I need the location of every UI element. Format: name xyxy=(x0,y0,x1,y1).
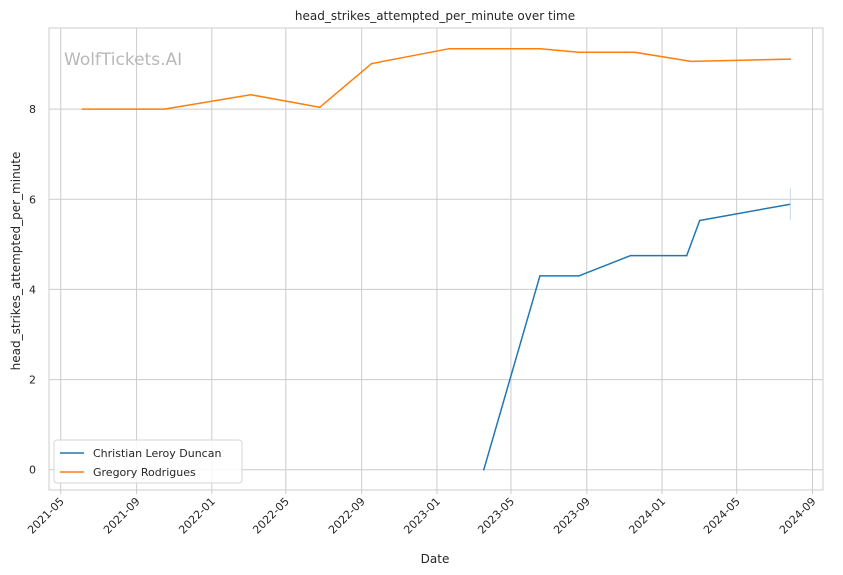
watermark: WolfTickets.AI xyxy=(64,50,182,70)
x-tick-label: 2023-09 xyxy=(551,495,593,537)
data-point xyxy=(685,254,688,257)
data-point xyxy=(539,47,541,50)
x-tick-label: 2022-09 xyxy=(326,495,368,537)
x-tick-label: 2021-05 xyxy=(25,495,67,537)
data-point xyxy=(789,58,792,60)
legend-label: Christian Leroy Duncan xyxy=(93,447,221,460)
x-tick-label: 2022-01 xyxy=(176,495,218,537)
data-point xyxy=(690,60,692,63)
x-tick-label: 2024-05 xyxy=(701,495,743,537)
series-line-1 xyxy=(82,47,791,110)
x-tick-label: 2024-01 xyxy=(626,495,668,537)
data-point xyxy=(163,108,166,110)
plot-frame xyxy=(48,27,824,491)
series-line-0 xyxy=(483,203,791,470)
data-point xyxy=(629,254,632,257)
x-tick-label: 2021-09 xyxy=(101,495,143,537)
x-tick-label: 2022-05 xyxy=(250,495,292,537)
y-tick-label: 2 xyxy=(29,374,36,387)
data-point xyxy=(577,275,580,277)
series-lines xyxy=(81,47,792,471)
plot-border xyxy=(48,27,824,491)
data-point xyxy=(577,51,580,54)
y-tick-label: 0 xyxy=(29,464,36,477)
x-tick-label: 2024-09 xyxy=(777,495,819,537)
legend-label: Gregory Rodrigues xyxy=(93,466,196,479)
y-tick-label: 4 xyxy=(29,283,36,296)
y-tick-label: 8 xyxy=(29,103,36,116)
data-point xyxy=(448,47,451,50)
data-point xyxy=(81,108,84,110)
data-point xyxy=(249,93,252,96)
y-tick-label: 6 xyxy=(29,193,36,206)
data-point xyxy=(482,468,485,471)
data-point xyxy=(370,62,373,65)
data-point xyxy=(634,51,636,54)
x-tick-label: 2023-01 xyxy=(401,495,443,537)
grid xyxy=(49,28,823,494)
data-point xyxy=(539,275,541,277)
chart-title: head_strikes_attempted_per_minute over t… xyxy=(295,9,575,23)
x-tick-label: 2023-05 xyxy=(475,495,517,537)
legend-box xyxy=(53,439,243,484)
y-axis-title: head_strikes_attempted_per_minute xyxy=(9,152,23,371)
legend: Christian Leroy Duncan Gregory Rodrigues xyxy=(53,439,243,484)
data-point xyxy=(698,219,701,222)
x-axis-title: Date xyxy=(421,552,450,566)
data-point xyxy=(318,106,321,109)
